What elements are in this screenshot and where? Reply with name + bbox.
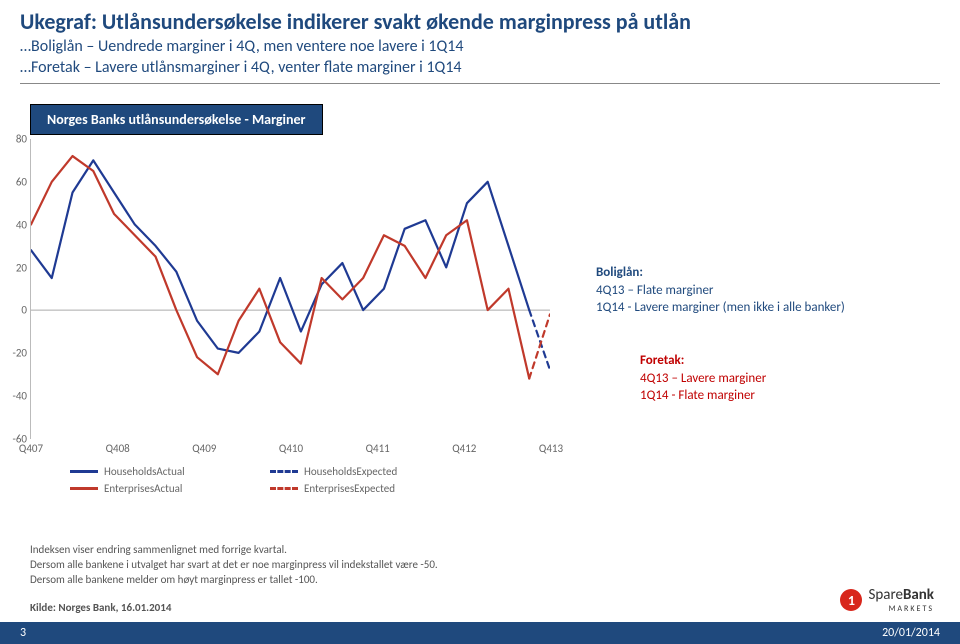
ytick-label: 60 [0, 175, 27, 188]
chart-svg [31, 139, 550, 438]
legend-label: EnterprisesExpected [304, 482, 395, 495]
xtick-label: Q413 [539, 442, 563, 455]
divider [20, 83, 940, 84]
ytick-label: 20 [0, 261, 27, 274]
logo-text: SpareBank MARKETS [868, 586, 934, 614]
logo: 1 SpareBank MARKETS [840, 586, 934, 614]
legend-label: EnterprisesActual [104, 482, 182, 495]
page-title: Ukegraf: Utlånsundersøkelse indikerer sv… [0, 0, 960, 37]
annotation-line: 1Q14 - Lavere marginer (men ikke i alle … [596, 299, 845, 317]
logo-word: Bank [903, 586, 934, 604]
footnote: Indeksen viser endring sammenlignet med … [30, 543, 438, 588]
legend-item: HouseholdsActual [70, 465, 270, 478]
footnote-line: Indeksen viser endring sammenlignet med … [30, 543, 438, 558]
legend-item: EnterprisesExpected [270, 482, 490, 495]
xtick-label: Q410 [279, 442, 303, 455]
legend-swatch-icon [70, 487, 98, 490]
chart-legend: HouseholdsActual HouseholdsExpected Enterp… [70, 465, 960, 495]
xtick-label: Q411 [366, 442, 390, 455]
ytick-label: 80 [0, 133, 27, 146]
legend-swatch-icon [270, 487, 298, 490]
line-chart: -60-40-20020406080Q407Q408Q409Q410Q411Q4… [30, 139, 550, 439]
legend-swatch-icon [70, 470, 98, 473]
chart-title-box: Norges Banks utlånsundersøkelse - Margin… [30, 104, 323, 135]
footer-bar: 3 20/01/2014 [0, 622, 960, 644]
ytick-label: 0 [0, 304, 27, 317]
annotation-heading: Boliglån: [596, 264, 845, 282]
legend-item: EnterprisesActual [70, 482, 270, 495]
legend-swatch-icon [270, 470, 298, 473]
xtick-label: Q407 [19, 442, 43, 455]
footnote-line: Dersom alle bankene i utvalget har svart… [30, 558, 438, 573]
subtitle-line-1: …Boliglån – Uendrede marginer i 4Q, men … [0, 37, 960, 58]
subtitle-line-2: …Foretak – Lavere utlånsmarginer i 4Q, v… [0, 58, 960, 79]
page-number: 3 [20, 626, 26, 640]
annotation-line: 4Q13 – Lavere marginer [640, 370, 766, 388]
legend-item: HouseholdsExpected [270, 465, 490, 478]
annotation-heading: Foretak: [640, 352, 766, 370]
xtick-label: Q409 [192, 442, 216, 455]
annotation-line: 1Q14 - Flate marginer [640, 387, 766, 405]
ytick-label: -20 [0, 347, 27, 360]
footnote-line: Dersom alle bankene melder om høyt margi… [30, 573, 438, 588]
xtick-label: Q412 [452, 442, 476, 455]
footer-date: 20/01/2014 [882, 626, 940, 640]
logo-subtext: MARKETS [868, 604, 934, 614]
legend-label: HouseholdsExpected [304, 465, 397, 478]
logo-ball-icon: 1 [840, 589, 862, 611]
legend-label: HouseholdsActual [104, 465, 185, 478]
annotation-foretak: Foretak: 4Q13 – Lavere marginer 1Q14 - F… [640, 352, 766, 405]
annotation-line: 4Q13 – Flate marginer [596, 282, 845, 300]
source-citation: Kilde: Norges Bank, 16.01.2014 [30, 601, 171, 614]
ytick-label: 40 [0, 218, 27, 231]
xtick-label: Q408 [106, 442, 130, 455]
logo-word: Spare [868, 586, 902, 604]
annotation-boliglan: Boliglån: 4Q13 – Flate marginer 1Q14 - L… [596, 264, 845, 317]
ytick-label: -40 [0, 390, 27, 403]
